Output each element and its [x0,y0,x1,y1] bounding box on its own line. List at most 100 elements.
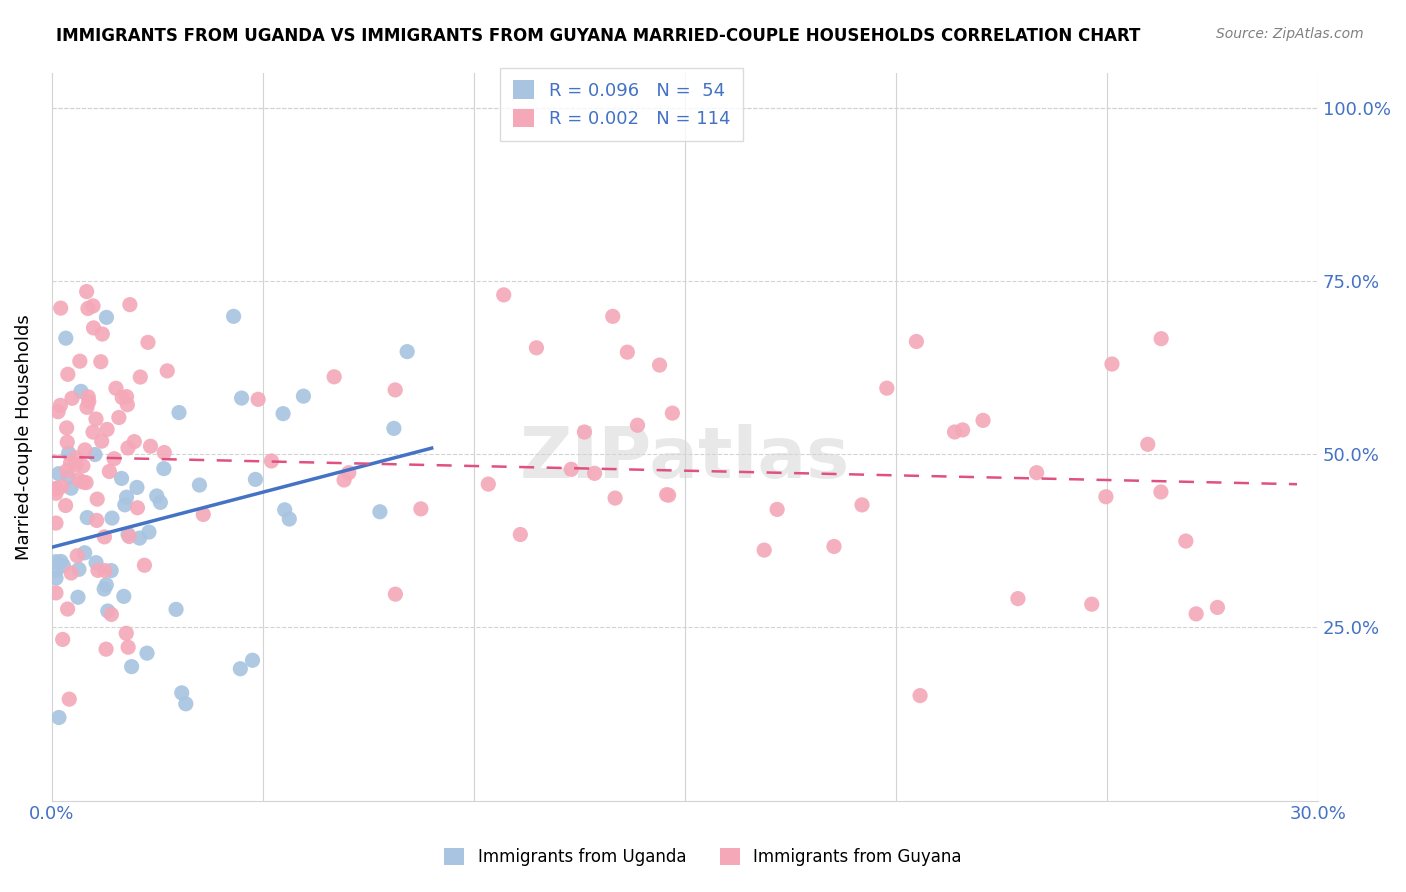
Point [138,524,160,539]
Point [170,686,193,700]
Point [492,288,515,302]
Point [108,410,131,425]
Point [128,531,150,545]
Point [75,475,97,490]
Point [121,659,143,673]
Point [69,354,91,368]
Point [1095,490,1118,504]
Point [56,435,79,450]
Point [153,445,176,459]
Point [134,558,156,573]
Point [112,590,135,604]
Y-axis label: Married-couple Households: Married-couple Households [15,314,32,560]
Point [384,587,406,601]
Point [1206,600,1229,615]
Point [96,578,118,592]
Point [382,421,405,435]
Point [94,642,117,657]
Point [626,418,648,433]
Point [45,482,67,496]
Point [87,563,110,577]
Point [139,439,162,453]
Point [333,473,356,487]
Point [574,425,596,439]
Point [100,607,122,622]
Point [560,462,582,476]
Point [46,405,69,419]
Point [76,285,98,299]
Point [149,495,172,509]
Point [876,381,898,395]
Text: ZIPatlas: ZIPatlas [520,425,851,493]
Point [76,510,98,524]
Point [292,389,315,403]
Point [96,310,118,325]
Point [59,456,82,470]
Point [245,472,267,486]
Point [409,501,432,516]
Point [766,502,789,516]
Point [153,461,176,475]
Point [49,554,72,568]
Point [82,299,104,313]
Point [384,383,406,397]
Point [84,448,107,462]
Point [229,662,252,676]
Point [84,556,107,570]
Point [583,467,606,481]
Point [222,310,245,324]
Point [1101,357,1123,371]
Point [117,640,139,655]
Point [60,566,83,580]
Point [136,335,159,350]
Text: IMMIGRANTS FROM UGANDA VS IMMIGRANTS FROM GUYANA MARRIED-COUPLE HOUSEHOLDS CORRE: IMMIGRANTS FROM UGANDA VS IMMIGRANTS FRO… [56,27,1140,45]
Point [56,464,79,478]
Point [45,482,67,496]
Point [58,446,80,460]
Point [655,488,678,502]
Point [1025,466,1047,480]
Point [48,467,70,481]
Point [136,646,159,660]
Point [65,450,87,465]
Point [658,488,681,502]
Point [111,391,134,405]
Point [616,345,638,359]
Point [117,398,139,412]
Point [193,508,215,522]
Point [115,626,138,640]
Legend: R = 0.096   N =  54, R = 0.002   N = 114: R = 0.096 N = 54, R = 0.002 N = 114 [501,68,742,141]
Point [274,503,297,517]
Point [94,564,117,578]
Point [91,326,114,341]
Point [952,423,974,437]
Point [231,391,253,405]
Point [100,564,122,578]
Point [851,498,873,512]
Point [52,632,75,647]
Point [271,407,294,421]
Point [90,434,112,449]
Point [127,500,149,515]
Point [49,301,72,315]
Point [48,710,70,724]
Point [97,604,120,618]
Point [45,564,67,578]
Point [118,529,141,543]
Point [603,491,626,505]
Point [124,434,146,449]
Point [66,591,89,605]
Text: Source: ZipAtlas.com: Source: ZipAtlas.com [1216,27,1364,41]
Point [1080,597,1102,611]
Point [1150,485,1173,500]
Point [73,546,96,560]
Point [52,558,75,573]
Point [45,571,67,585]
Point [1150,332,1173,346]
Point [188,478,211,492]
Point [77,301,100,316]
Point [45,555,67,569]
Point [1174,534,1197,549]
Point [77,390,100,404]
Point [67,473,90,487]
